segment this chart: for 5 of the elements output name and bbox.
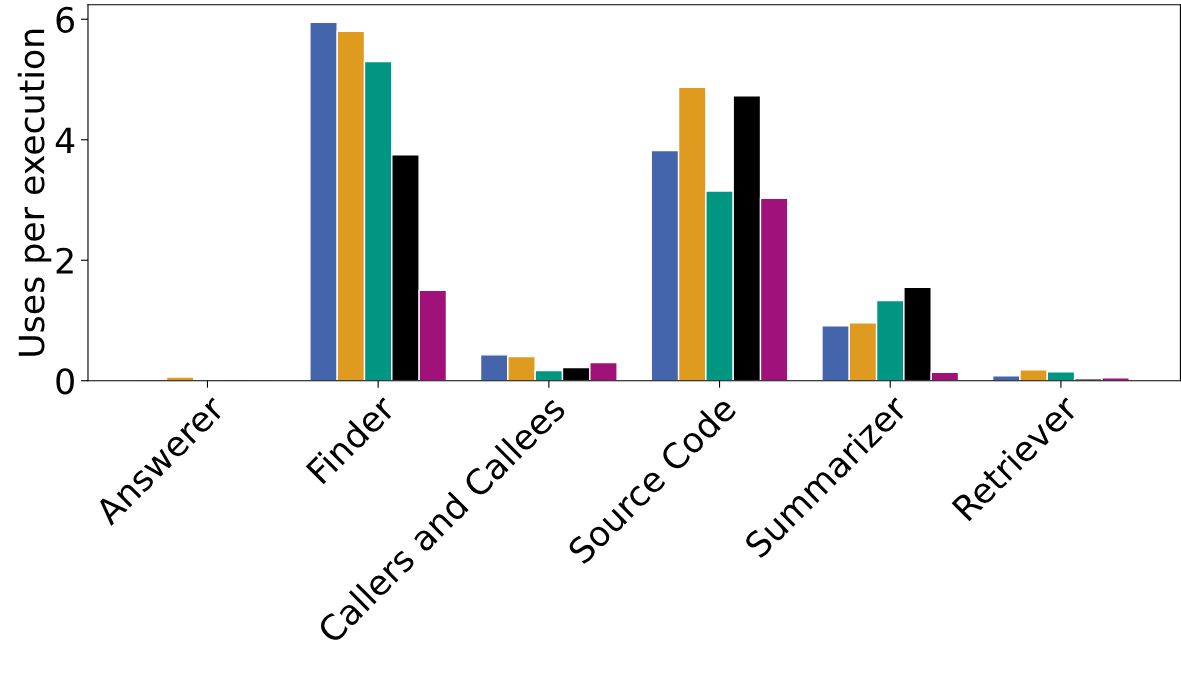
y-tick-label: 2 bbox=[56, 247, 73, 274]
y-axis-title: Uses per execution bbox=[17, 29, 52, 356]
y-tick-label: 0 bbox=[56, 368, 74, 395]
y-tick-label: 6 bbox=[56, 6, 74, 33]
y-tick-label: 4 bbox=[55, 127, 75, 153]
